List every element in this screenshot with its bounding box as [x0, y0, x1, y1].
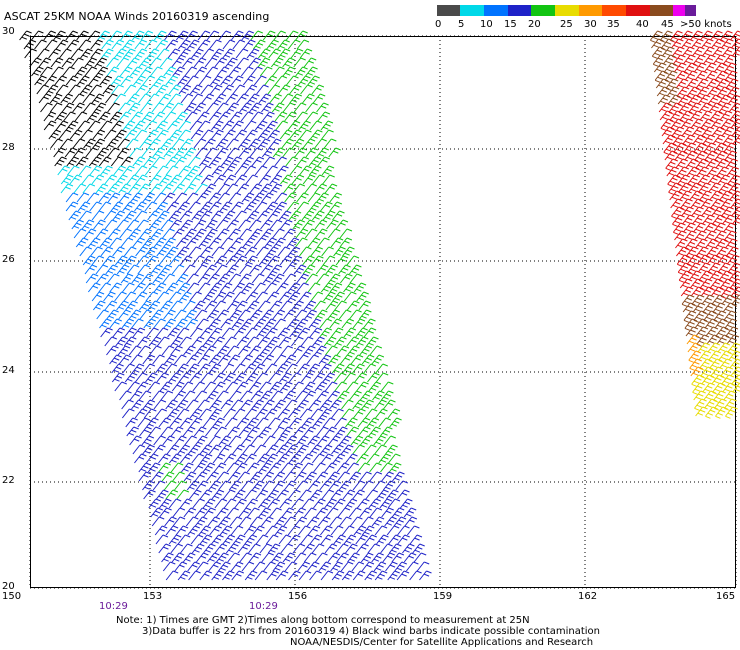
legend-swatch-9 — [650, 5, 673, 16]
legend-tick-15: 15 — [504, 19, 517, 30]
lat-label-24: 24 — [2, 365, 15, 376]
map-frame — [30, 36, 736, 588]
legend-swatch-10 — [673, 5, 685, 16]
lon-label-165: 165 — [716, 591, 736, 602]
lat-label-20: 20 — [2, 581, 15, 592]
lon-label-153: 153 — [143, 591, 163, 602]
legend-tick-10: 10 — [480, 19, 493, 30]
legend-tick-0: 0 — [435, 19, 442, 30]
lat-label-26: 26 — [2, 254, 15, 265]
legend-swatch-5 — [555, 5, 579, 16]
pass-time-1: 10:29 — [99, 601, 128, 612]
pass-time-2: 10:29 — [249, 601, 278, 612]
legend-tick-35: 35 — [607, 19, 620, 30]
lat-label-22: 22 — [2, 475, 15, 486]
legend-swatch-2 — [484, 5, 508, 16]
note-line-2: 3)Data buffer is 22 hrs from 20160319 4)… — [142, 626, 600, 637]
legend-swatch-0 — [437, 5, 460, 16]
legend-tick-20: 20 — [528, 19, 541, 30]
legend-tick-25: 25 — [560, 19, 573, 30]
legend-swatch-11 — [685, 5, 696, 16]
legend-swatch-7 — [602, 5, 626, 16]
lat-label-30: 30 — [2, 26, 15, 37]
lon-label-159: 159 — [433, 591, 453, 602]
legend-swatch-6 — [579, 5, 602, 16]
legend-swatch-1 — [460, 5, 484, 16]
legend-swatch-8 — [626, 5, 650, 16]
lon-label-150: 150 — [2, 591, 22, 602]
legend-tick-5: 5 — [458, 19, 465, 30]
legend-tick-45: 45 — [661, 19, 674, 30]
legend-swatch-3 — [508, 5, 531, 16]
legend-swatch-4 — [531, 5, 555, 16]
legend-tick-40: 40 — [636, 19, 649, 30]
lon-label-156: 156 — [288, 591, 308, 602]
legend-units: >50 knots — [680, 19, 732, 30]
note-line-3: NOAA/NESDIS/Center for Satellite Applica… — [290, 637, 594, 648]
lon-label-162: 162 — [578, 591, 598, 602]
map-title: ASCAT 25KM NOAA Winds 20160319 ascending — [4, 10, 270, 23]
legend-tick-30: 30 — [584, 19, 597, 30]
note-line-1: Note: 1) Times are GMT 2)Times along bot… — [116, 615, 530, 626]
lat-label-28: 28 — [2, 142, 15, 153]
